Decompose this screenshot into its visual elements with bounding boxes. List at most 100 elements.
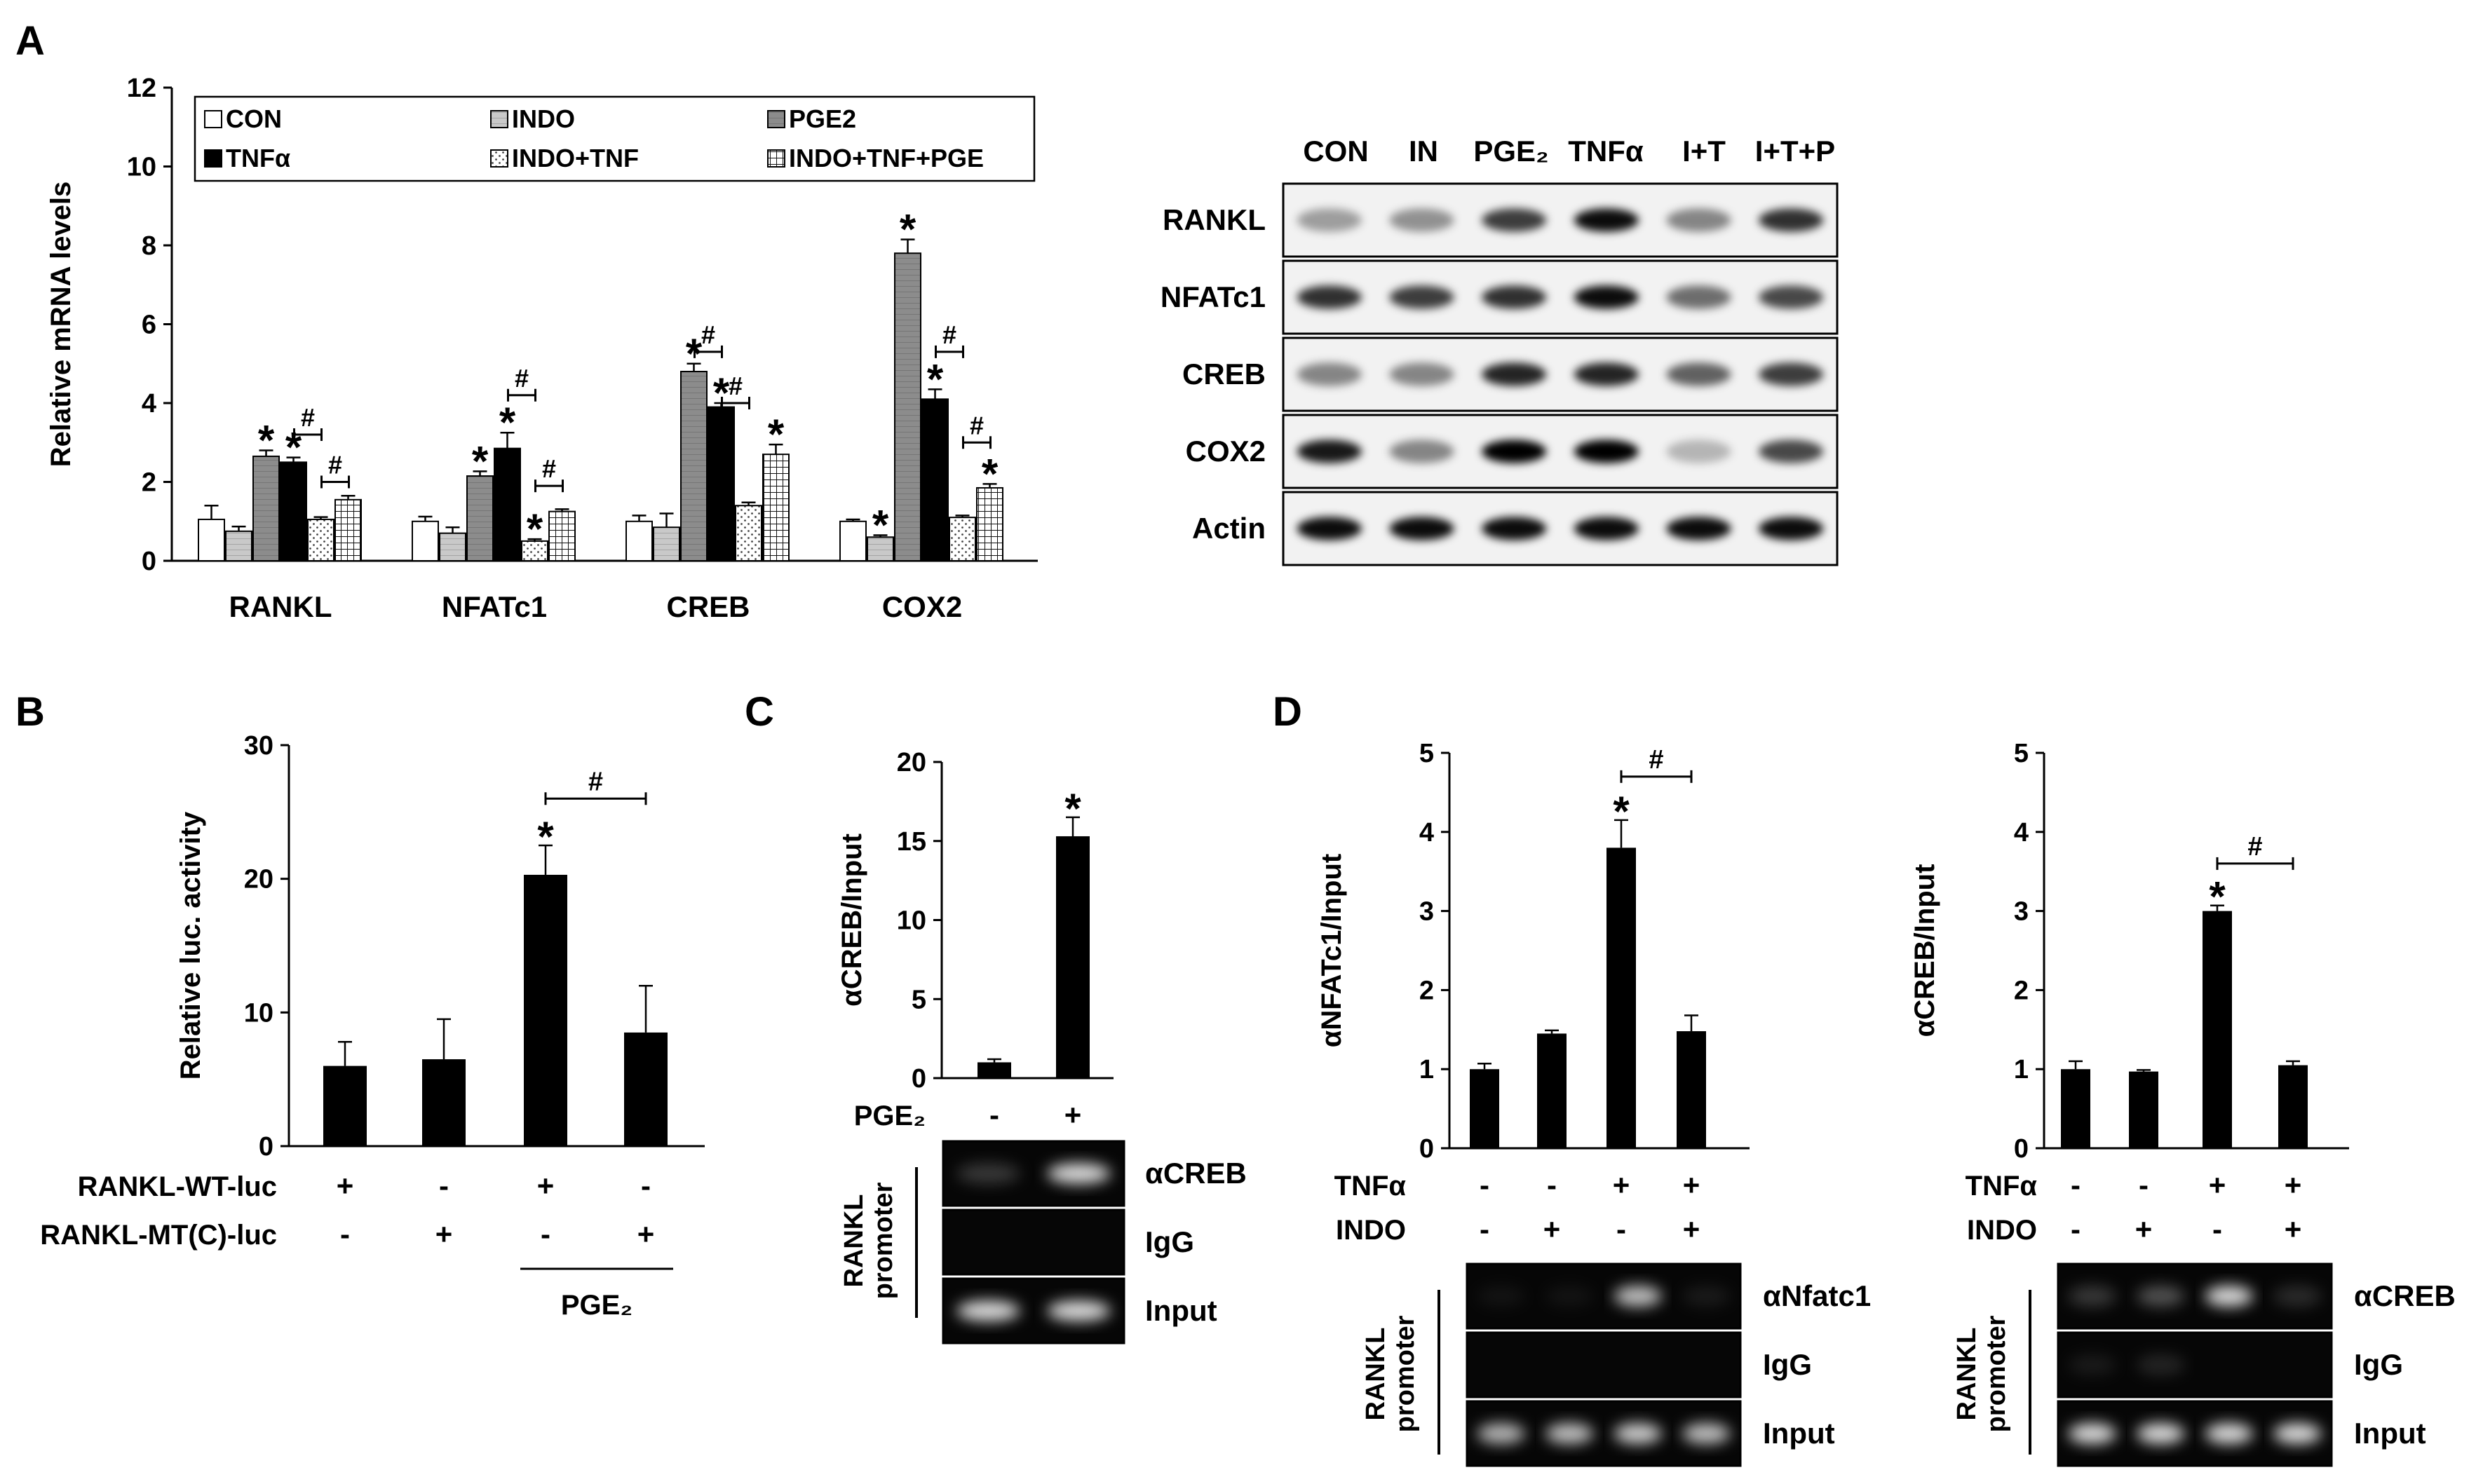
y-tick-label: 5: [2014, 739, 2029, 768]
blot-lane-label: PGE₂: [1473, 135, 1548, 168]
blot-band: [2137, 1423, 2185, 1444]
bar-indo-tnf: [735, 505, 762, 561]
blot-band: [1574, 208, 1639, 232]
blot-band: [1614, 1423, 1662, 1444]
blot-row-label: RANKL: [1163, 203, 1266, 236]
blot-lane-label: CON: [1303, 135, 1368, 168]
hash-marker: #: [588, 767, 603, 796]
hash-marker: #: [542, 454, 556, 483]
panel-label-c: C: [745, 689, 774, 735]
blot-band: [1482, 362, 1547, 386]
condition-sign: +: [1683, 1213, 1700, 1246]
legend-entry: INDO: [512, 104, 575, 133]
blot-band: [2205, 1286, 2253, 1307]
blot-band: [1574, 517, 1639, 540]
y-axis-label: αCREB/Input: [1909, 864, 1940, 1037]
blot-row-label: NFATc1: [1161, 280, 1266, 313]
bar-indo-tnf-pge: [762, 454, 790, 561]
hash-marker: #: [970, 411, 984, 440]
panel-b-bar-chart: 0 10 20 30 Relative luc. activity * # RANKL-WT-…: [40, 731, 705, 1321]
blot-strip: [1282, 414, 1839, 489]
y-tick-label: 2: [2014, 976, 2029, 1005]
legend-swatch: [490, 110, 508, 128]
blot-lane-label: IN: [1409, 135, 1438, 168]
panel-label-b: B: [15, 689, 45, 735]
legend-entry: INDO+TNF+PGE: [789, 144, 984, 172]
y-axis-label: αNFATc1/Input: [1316, 854, 1347, 1047]
condition-sign: +: [637, 1218, 655, 1251]
condition-sign: +: [435, 1218, 453, 1251]
bar: [1537, 1033, 1567, 1148]
blot-row-label: Input: [1145, 1294, 1217, 1327]
y-tick-label: 0: [259, 1132, 273, 1162]
blot-band: [2137, 1354, 2185, 1375]
blot-band: [1574, 440, 1639, 463]
blot-band: [2205, 1423, 2253, 1444]
bar-indo: [867, 536, 894, 561]
blot-band: [1047, 1300, 1111, 1321]
condition-row-label: INDO: [1967, 1215, 2037, 1246]
blot-band: [1482, 440, 1547, 463]
bar-pge2: [894, 252, 921, 561]
side-label: promoter: [1391, 1315, 1420, 1432]
condition-row-label: TNFα: [1334, 1171, 1407, 1202]
blot-row-label: IgG: [2354, 1348, 2403, 1381]
blot-row-label: COX2: [1186, 435, 1266, 468]
y-axis-label: αCREB/Input: [837, 833, 867, 1007]
condition-sign: -: [1616, 1213, 1626, 1246]
condition-sign: -: [340, 1218, 350, 1251]
condition-sign: +: [2209, 1169, 2226, 1202]
condition-sign: -: [2139, 1169, 2149, 1202]
bar: [1606, 847, 1636, 1148]
blot-band: [1389, 285, 1454, 309]
y-tick-label: 0: [1419, 1134, 1434, 1164]
bar-con: [625, 520, 653, 561]
y-tick-label: 4: [1419, 818, 1434, 847]
y-tick-label: 4: [142, 389, 156, 418]
group-label: PGE₂: [561, 1290, 632, 1321]
y-tick-label: 2: [1419, 976, 1434, 1005]
blot-band: [1477, 1286, 1525, 1307]
blot-band: [1666, 440, 1731, 463]
bar: [977, 1062, 1011, 1078]
bar-con: [839, 520, 867, 561]
condition-sign: -: [1480, 1213, 1489, 1246]
blot-band: [1297, 285, 1362, 309]
bar-indo-tnf-pge: [334, 498, 362, 561]
bar-indo: [439, 532, 466, 561]
blot-row-label: Input: [2354, 1417, 2426, 1450]
condition-row-label: RANKL-MT(C)-luc: [40, 1220, 277, 1251]
condition-sign: +: [537, 1169, 555, 1202]
y-tick-label: 4: [2014, 818, 2029, 847]
blot-band: [1759, 440, 1824, 463]
y-tick-label: 0: [912, 1064, 926, 1094]
blot-band: [1666, 362, 1731, 386]
condition-sign: +: [1683, 1169, 1700, 1202]
panel-d-creb-chip-gel: αCREB IgG Input RANKL promoter: [1952, 1262, 2456, 1467]
legend-swatch: [767, 149, 785, 168]
bar-indo-tnf: [307, 518, 334, 561]
blot-band: [1666, 208, 1731, 232]
blot-band: [2068, 1423, 2116, 1444]
y-tick-label: 5: [1419, 739, 1434, 768]
significance-star: *: [927, 355, 944, 402]
bar-tnf-: [921, 398, 949, 561]
y-tick-label: 0: [2014, 1134, 2029, 1164]
y-tick-label: 6: [142, 311, 156, 340]
condition-row-label: INDO: [1336, 1215, 1406, 1246]
blot-lane-label: I+T: [1682, 135, 1726, 168]
blot-strip: [942, 1209, 1125, 1276]
bar-tnf-: [494, 447, 521, 561]
blot-band: [1047, 1163, 1111, 1184]
blot-band: [1482, 285, 1547, 309]
side-label: RANKL: [839, 1194, 869, 1288]
blot-band: [1297, 440, 1362, 463]
blot-strip: [1282, 259, 1839, 335]
y-tick-label: 8: [142, 231, 156, 261]
blot-lane-label: TNFα: [1568, 135, 1644, 168]
blot-band: [1482, 517, 1547, 540]
blot-band: [956, 1300, 1020, 1321]
condition-sign: +: [337, 1169, 354, 1202]
blot-band: [1545, 1286, 1594, 1307]
